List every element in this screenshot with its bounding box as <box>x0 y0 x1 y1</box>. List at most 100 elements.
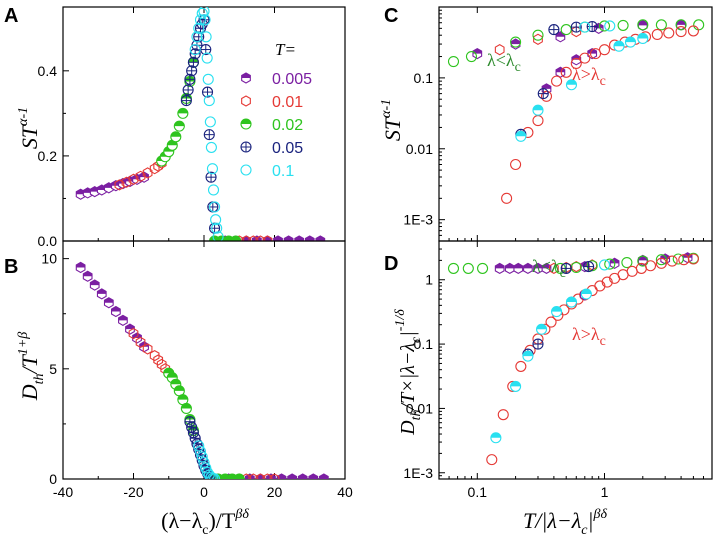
panel-d-point <box>548 262 559 275</box>
panel-c-point <box>617 19 629 31</box>
panel-label-b: B <box>4 256 18 278</box>
panel-b-point <box>132 332 142 344</box>
panel-c-point <box>579 52 591 64</box>
panel-d-xlabel: T/|λ−λc|βδ <box>523 507 608 538</box>
panel-c-point <box>447 56 460 68</box>
panel-d-point <box>560 262 572 274</box>
panel-a-point <box>205 141 217 153</box>
panel-a-ytick-label: 0.4 <box>38 63 58 79</box>
panel-b-ytick-label: 0 <box>49 471 57 487</box>
panel-c-point <box>540 90 553 102</box>
panel-a-ylabel: STα-1 <box>16 107 42 149</box>
panel-d-xtick-label: 0.1 <box>468 484 488 500</box>
panel-c-point <box>589 48 602 60</box>
panel-c-ytick-label: 1E-3 <box>403 212 433 228</box>
panel-d-point <box>532 338 544 350</box>
panel-c-points <box>447 19 705 204</box>
panel-a-series-1 <box>114 157 273 241</box>
panel-a-point <box>170 131 182 143</box>
panel-c-point <box>651 28 663 40</box>
svg-text:STα-1: STα-1 <box>16 107 42 149</box>
panel-c-series-4 <box>579 20 616 33</box>
panel-a-point <box>139 171 149 183</box>
panel-a-point <box>193 22 205 34</box>
panel-c-point <box>510 158 522 171</box>
panel-d-point <box>504 262 515 275</box>
panel-c-ann-above-sub: c <box>600 74 606 89</box>
panel-a-series-0 <box>75 171 326 241</box>
panel-a-point <box>283 235 294 241</box>
panel-c-point <box>579 21 591 33</box>
panel-d-frame <box>438 240 713 480</box>
panel-c-point <box>655 19 667 31</box>
panel-a-points <box>75 7 326 241</box>
panel-d-annotation-below: λ<λc <box>532 256 566 281</box>
panel-c-point <box>510 36 522 48</box>
panel-a-point <box>121 176 132 188</box>
panel-a-point <box>200 31 212 43</box>
panel-b-point <box>96 288 107 300</box>
legend-marker-3 <box>240 141 252 153</box>
panel-a-ytick-label: 0.0 <box>38 233 58 249</box>
panel-c-series-5 <box>541 47 598 95</box>
svg-text:STα-1: STα-1 <box>379 99 405 141</box>
panel-b-xtick-label: 0 <box>200 484 208 500</box>
panel-d-point <box>621 256 633 269</box>
panel-d-series-8 <box>490 288 592 444</box>
panel-c-point <box>604 20 616 32</box>
panel-b-point <box>318 473 329 479</box>
legend-marker-4 <box>240 164 252 176</box>
panel-d-point <box>583 261 595 273</box>
panel-d-point <box>513 262 524 275</box>
panel-label-d: D <box>384 253 398 275</box>
panel-b-point <box>135 336 146 349</box>
panel-a-point <box>241 235 252 241</box>
panel-a-point <box>262 235 273 241</box>
panel-c-point <box>537 88 549 100</box>
panel-d-series-5 <box>486 253 699 466</box>
panel-c-point <box>693 19 705 31</box>
panel-d-ann-below-sub: c <box>560 266 566 281</box>
panel-c-frame <box>438 6 713 242</box>
panel-b-point <box>75 261 86 274</box>
panel-c-point <box>687 25 699 37</box>
panel-d-point <box>598 259 611 271</box>
panel-b-point <box>128 327 139 340</box>
panel-b-point <box>255 473 266 479</box>
panel-c-point <box>501 192 513 204</box>
panel-d-ylabel-main: D <box>397 420 419 436</box>
panel-c-point <box>587 47 598 60</box>
panel-a-point <box>207 184 220 196</box>
legend-label-4: 0.1 <box>272 163 294 180</box>
panel-d-point <box>536 323 548 335</box>
legend-label-3: 0.05 <box>272 140 303 157</box>
panel-b-ytick-label: 5 <box>49 361 57 377</box>
panel-d-ann-above-sub: c <box>600 334 606 349</box>
legend-marker-0 <box>241 72 251 84</box>
panel-b-point <box>308 473 319 479</box>
panel-d-point <box>494 262 505 275</box>
panel-a-point <box>191 31 203 43</box>
panel-b-point <box>276 473 287 479</box>
panel-d-ylabel-rest2: | <box>397 331 419 337</box>
panel-c-ytick-label: 0.01 <box>406 141 433 157</box>
legend-marker-2 <box>240 118 252 130</box>
panel-c-point <box>532 104 544 116</box>
panel-b-point <box>287 473 298 479</box>
panel-b-series-4 <box>193 440 221 479</box>
panel-c-point <box>570 57 582 69</box>
panel-c-series-3 <box>548 20 598 36</box>
panel-a-point <box>248 235 259 241</box>
panel-d-point <box>462 262 474 274</box>
panel-c-point <box>548 24 560 36</box>
panel-a-point <box>209 201 221 213</box>
panel-d-point <box>486 454 498 466</box>
panel-c-point <box>675 19 687 31</box>
panel-d-series-3 <box>560 261 595 274</box>
panel-b-point <box>180 402 192 415</box>
panel-a-point <box>114 179 125 191</box>
panel-d-point <box>687 253 699 265</box>
panel-b-xlabel-sub: c <box>202 523 208 538</box>
panel-b-point <box>189 432 201 444</box>
panel-c-point <box>472 47 483 60</box>
